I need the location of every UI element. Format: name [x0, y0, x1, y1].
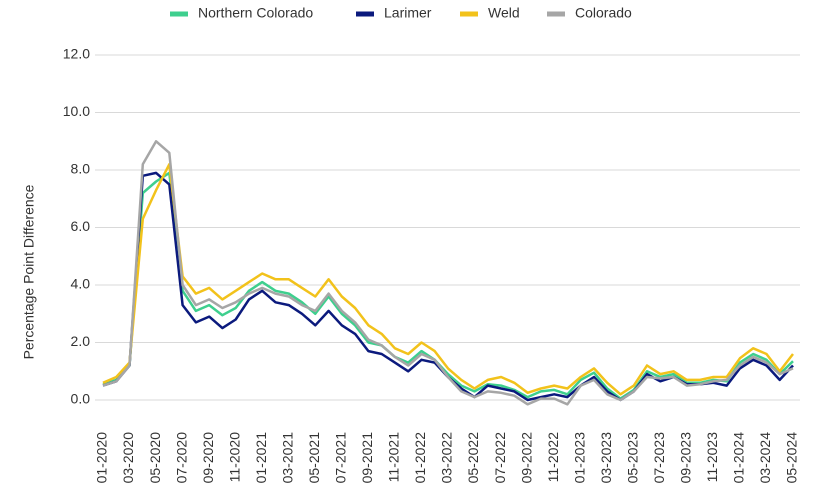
- x-tick-label: 09-2022: [518, 432, 534, 484]
- x-tick-label: 11-2021: [386, 432, 402, 483]
- x-tick-label: 03-2021: [279, 432, 295, 484]
- x-tick-label: 11-2022: [545, 432, 561, 483]
- x-tick-label: 05-2022: [465, 432, 481, 484]
- series-line: [102, 171, 794, 400]
- x-tick-label: 01-2021: [253, 432, 269, 484]
- series-line: [102, 140, 794, 406]
- x-tick-label: 11-2020: [226, 432, 242, 483]
- x-tick-label: 03-2020: [120, 432, 136, 484]
- series-line: [102, 171, 794, 402]
- y-tick-label: 6.0: [71, 218, 91, 234]
- x-tick-label: 05-2023: [624, 432, 640, 484]
- x-tick-label: 05-2024: [784, 432, 800, 484]
- y-tick-label: 8.0: [71, 161, 91, 177]
- y-tick-label: 2.0: [71, 333, 91, 349]
- x-tick-label: 09-2020: [200, 432, 216, 484]
- x-tick-label: 05-2020: [147, 432, 163, 484]
- x-tick-label: 03-2024: [757, 432, 773, 484]
- y-tick-label: 0.0: [71, 391, 91, 407]
- legend-label: Larimer: [384, 5, 432, 21]
- x-tick-label: 01-2024: [731, 432, 747, 484]
- x-tick-label: 05-2021: [306, 432, 322, 484]
- x-tick-label: 07-2023: [651, 432, 667, 484]
- x-tick-label: 03-2022: [439, 432, 455, 484]
- x-tick-label: 09-2023: [678, 432, 694, 484]
- x-tick-label: 07-2020: [173, 432, 189, 484]
- legend-label: Weld: [488, 5, 520, 21]
- x-tick-label: 07-2022: [492, 432, 508, 484]
- x-tick-label: 01-2023: [571, 432, 587, 484]
- y-axis-label: Percentage Point Difference: [21, 184, 37, 359]
- x-tick-label: 11-2023: [704, 432, 720, 483]
- x-tick-label: 03-2023: [598, 432, 614, 484]
- x-tick-label: 01-2022: [412, 432, 428, 484]
- legend-label: Colorado: [575, 5, 632, 21]
- x-tick-label: 01-2020: [94, 432, 110, 484]
- y-tick-label: 4.0: [71, 276, 91, 292]
- y-tick-label: 10.0: [63, 103, 90, 119]
- y-tick-label: 12.0: [63, 46, 90, 62]
- x-tick-label: 07-2021: [333, 432, 349, 484]
- x-tick-label: 09-2021: [359, 432, 375, 484]
- legend-label: Northern Colorado: [198, 5, 313, 21]
- series-line: [102, 163, 794, 396]
